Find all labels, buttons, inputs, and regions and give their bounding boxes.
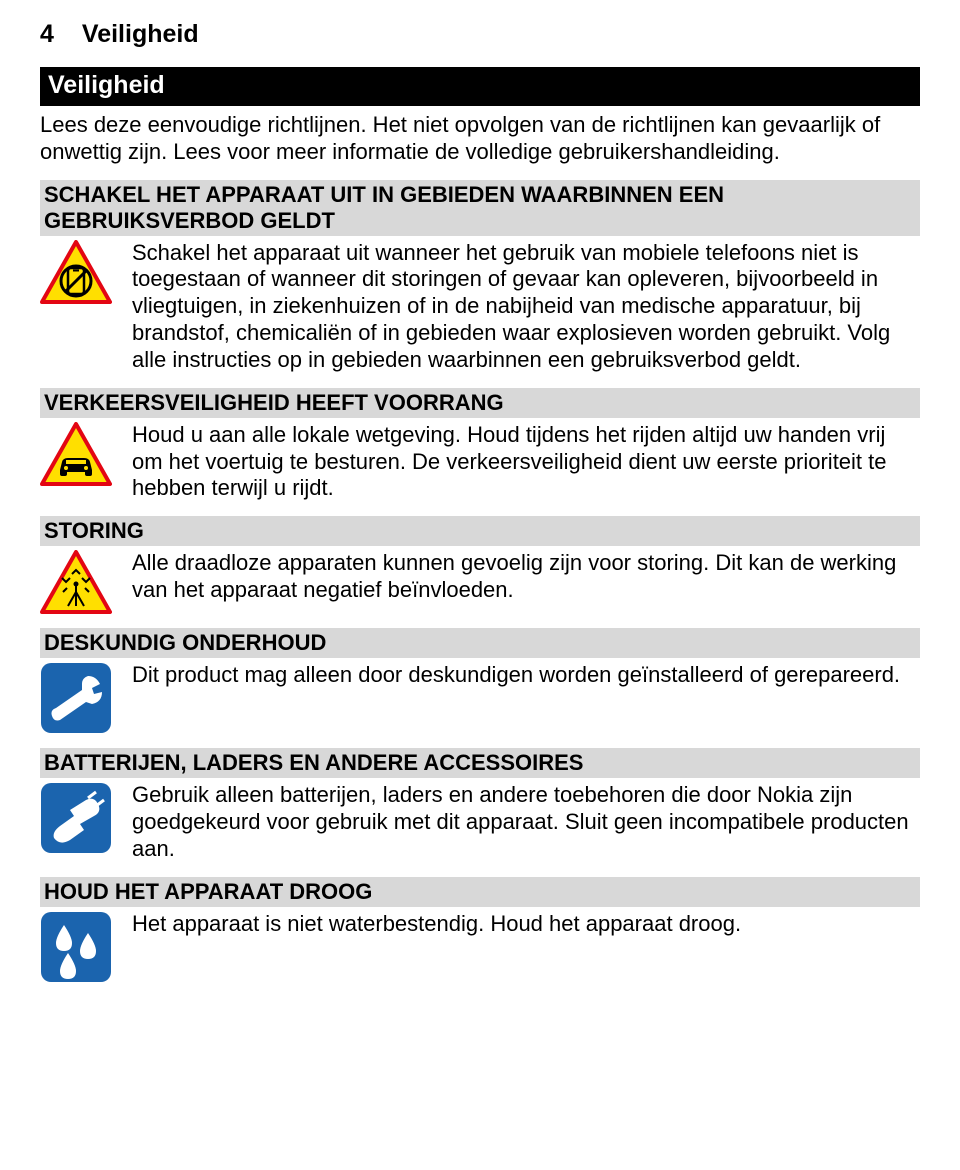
- section-text: Alle draadloze apparaten kunnen gevoelig…: [132, 550, 920, 604]
- section-text: Gebruik alleen batterijen, laders en and…: [132, 782, 920, 862]
- section-heading-interference: STORING: [40, 516, 920, 546]
- icon-slot: [40, 782, 116, 854]
- section-body-interference: Alle draadloze apparaten kunnen gevoelig…: [40, 550, 920, 614]
- section-heading-road-safety: VERKEERSVEILIGHEID HEEFT VOORRANG: [40, 388, 920, 418]
- section-text: Dit product mag alleen door deskundigen …: [132, 662, 920, 689]
- section-heading-switch-off: SCHAKEL HET APPARAAT UIT IN GEBIEDEN WAA…: [40, 180, 920, 236]
- wrench-icon: [40, 662, 112, 734]
- interference-warning-icon: [40, 550, 112, 614]
- page-header: 4 Veiligheid: [40, 20, 920, 49]
- section-body-batteries: Gebruik alleen batterijen, laders en and…: [40, 782, 920, 862]
- title-bar: Veiligheid: [40, 67, 920, 106]
- car-warning-icon: [40, 422, 112, 486]
- section-text: Houd u aan alle lokale wetgeving. Houd t…: [132, 422, 920, 502]
- icon-slot: [40, 240, 116, 304]
- icon-slot: [40, 550, 116, 614]
- section-body-service: Dit product mag alleen door deskundigen …: [40, 662, 920, 734]
- section-text: Schakel het apparaat uit wanneer het geb…: [132, 240, 920, 374]
- section-heading-dry: HOUD HET APPARAAT DROOG: [40, 877, 920, 907]
- section-heading-batteries: BATTERIJEN, LADERS EN ANDERE ACCESSOIRES: [40, 748, 920, 778]
- icon-slot: [40, 911, 116, 983]
- section-heading-service: DESKUNDIG ONDERHOUD: [40, 628, 920, 658]
- section-body-dry: Het apparaat is niet waterbestendig. Hou…: [40, 911, 920, 983]
- icon-slot: [40, 422, 116, 486]
- water-drops-icon: [40, 911, 112, 983]
- charger-icon: [40, 782, 112, 854]
- section-text: Het apparaat is niet waterbestendig. Hou…: [132, 911, 920, 938]
- section-body-switch-off: Schakel het apparaat uit wanneer het geb…: [40, 240, 920, 374]
- running-title: Veiligheid: [82, 20, 199, 48]
- page: 4 Veiligheid Veiligheid Lees deze eenvoud…: [0, 0, 960, 983]
- section-body-road-safety: Houd u aan alle lokale wetgeving. Houd t…: [40, 422, 920, 502]
- no-phone-warning-icon: [40, 240, 112, 304]
- intro-text: Lees deze eenvoudige richtlijnen. Het ni…: [40, 112, 920, 166]
- icon-slot: [40, 662, 116, 734]
- page-number: 4: [40, 20, 54, 48]
